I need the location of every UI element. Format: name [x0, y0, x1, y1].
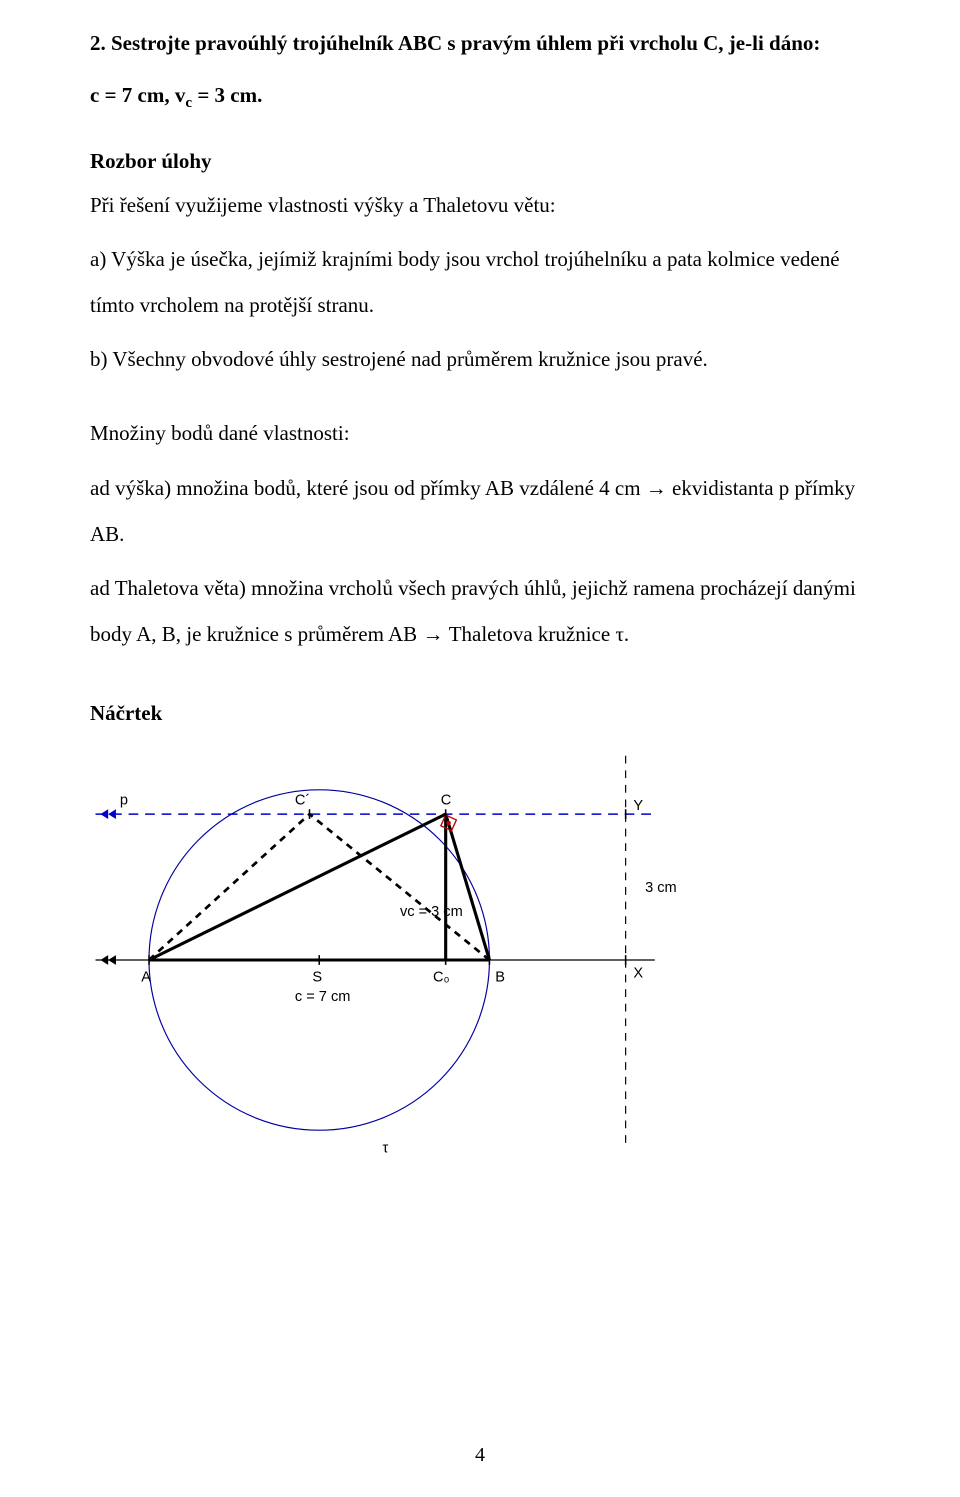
- arrow-icon: →: [422, 622, 448, 646]
- problem-given: c = 7 cm, vc = 3 cm.: [90, 72, 870, 120]
- analysis-b: b) Všechny obvodové úhly sestrojené nad …: [90, 336, 870, 382]
- label-B: B: [495, 970, 505, 986]
- problem-statement: Sestrojte pravoúhlý trojúhelník ABC s pr…: [111, 31, 820, 55]
- label-h: 3 cm: [645, 880, 677, 896]
- sketch-figure: p C´ C Y A S C₀ B X vc = 3 cm c = 7 cm 3…: [90, 746, 850, 1179]
- label-A: A: [141, 970, 151, 986]
- analysis-intro: Při řešení využijeme vlastnosti výšky a …: [90, 182, 870, 228]
- page-number: 4: [0, 1444, 960, 1467]
- label-S: S: [312, 970, 322, 986]
- label-C0: C₀: [433, 970, 450, 986]
- label-C: C: [441, 793, 452, 809]
- loci-2b: Thaletova kružnice τ.: [449, 622, 629, 646]
- label-c: c = 7 cm: [295, 989, 351, 1005]
- analysis-heading: Rozbor úlohy: [90, 149, 870, 174]
- label-tau: τ: [382, 1141, 388, 1157]
- loci-heading: Množiny bodů dané vlastnosti:: [90, 410, 870, 456]
- label-Y: Y: [633, 799, 643, 815]
- analysis-a: a) Výška je úsečka, jejímiž krajními bod…: [90, 236, 870, 328]
- loci-1a: ad výška) množina bodů, které jsou od př…: [90, 476, 641, 500]
- sketch-heading: Náčrtek: [90, 701, 870, 726]
- label-Cprime: C´: [295, 793, 310, 809]
- label-X: X: [633, 966, 643, 982]
- label-p: p: [120, 793, 128, 809]
- problem-number: 2.: [90, 31, 106, 55]
- label-vc: vc = 3 cm: [400, 905, 463, 921]
- arrow-icon: →: [646, 476, 672, 500]
